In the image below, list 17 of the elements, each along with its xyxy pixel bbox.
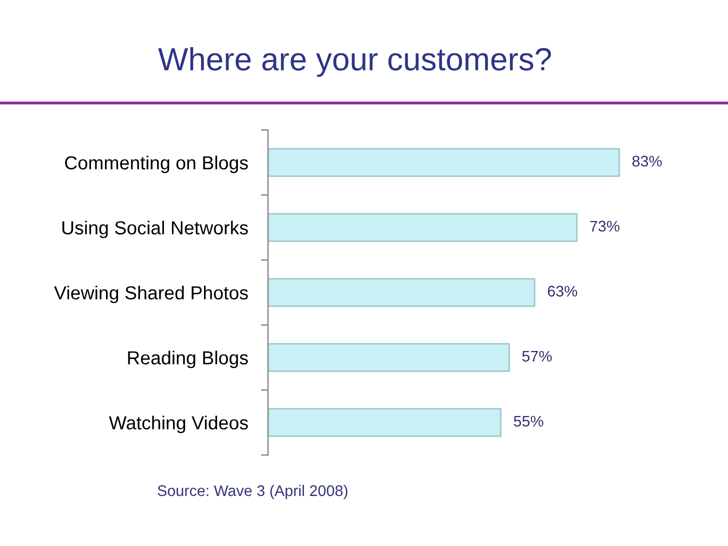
data-label: 83% <box>632 156 662 167</box>
bar <box>268 148 620 177</box>
source-note: Source: Wave 3 (April 2008) <box>158 484 348 500</box>
y-tick-label: Viewing Shared Photos <box>54 286 248 304</box>
y-tick-label: Commenting on Blogs <box>65 156 248 174</box>
bar <box>268 213 578 242</box>
y-tick-label: Using Social Networks <box>62 220 248 238</box>
data-label: 57% <box>522 350 552 362</box>
chart-title: Where are your customers? <box>158 47 551 77</box>
bar <box>268 408 502 437</box>
data-label: 63% <box>548 286 578 297</box>
bar <box>268 278 536 307</box>
data-label: 73% <box>590 220 620 232</box>
y-tick-label: Reading Blogs <box>128 350 248 368</box>
bar <box>268 343 510 372</box>
y-tick-label: Watching Videos <box>108 416 248 434</box>
data-label: 55% <box>514 416 544 427</box>
